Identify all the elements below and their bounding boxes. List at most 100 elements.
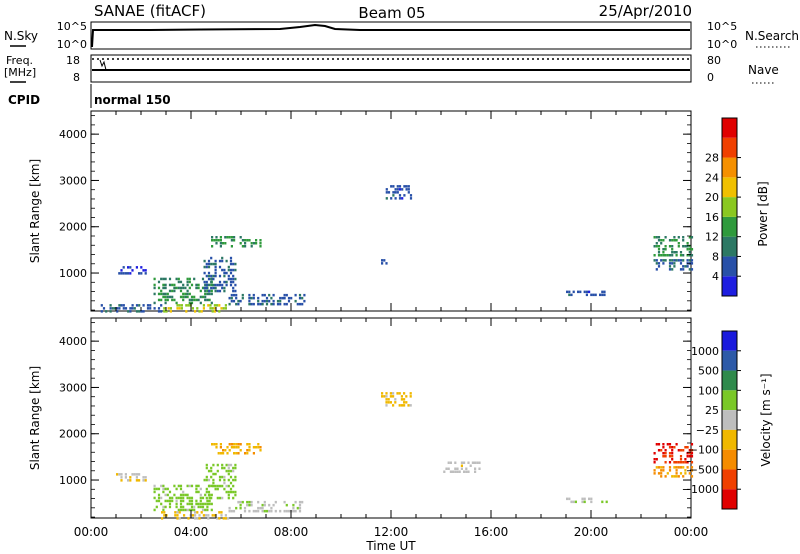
data-region-5 [228, 500, 304, 513]
ytick-label: 4000 [59, 128, 87, 141]
ytick-label: 1000 [59, 267, 87, 280]
data-region-6 [653, 443, 694, 464]
data-region-3 [211, 443, 262, 455]
colorbar-tick-label: 16 [705, 211, 719, 224]
colorbar-tick-label: −100 [689, 444, 719, 457]
colorbar-tick-label: 20 [705, 191, 719, 204]
colorbar-tick-label: −1000 [682, 483, 719, 496]
velocity-axes: 1000 2000 3000 4000 00:00 04:00 08:00 12:00 16:0… [59, 318, 708, 539]
velocity-colorbar: 1000 500 100 25 −25 −100 −500 −1000 Velocity [m… [682, 330, 773, 510]
colorbar-tick-label: 28 [705, 152, 719, 165]
velocity-panel: 1000 2000 3000 4000 00:00 04:00 08:00 12:00 16:0… [28, 317, 708, 553]
data-region-11 [381, 259, 388, 265]
data-region-2 [203, 463, 237, 500]
colorbar-swatch [722, 137, 737, 158]
nsky-trace [91, 23, 690, 48]
freq-panel: Freq. [MHz] 18 8 80 0 Nave [4, 54, 779, 84]
colorbar-swatch [722, 157, 737, 178]
data-region-1 [163, 304, 227, 313]
nave-tick-bottom: 0 [707, 71, 714, 84]
colorbar-swatch [722, 216, 737, 237]
station-title: SANAE (fitACF) [94, 2, 206, 20]
nsearch-label: N.Search [745, 29, 799, 43]
data-region-4 [211, 236, 262, 248]
colorbar-swatch [722, 236, 737, 257]
time-axis-label: Time UT [365, 539, 416, 553]
colorbar-tick-label: 25 [705, 404, 719, 417]
power-marks [100, 185, 694, 313]
nsky-panel: N.Sky 10^5 10^0 10^5 10^0 N.Search [4, 20, 799, 51]
xtick-label: 00:00 [74, 525, 109, 539]
velocity-ylabel: Slant Range [km] [28, 366, 42, 470]
colorbar-swatch [722, 177, 737, 198]
date-title: 25/Apr/2010 [599, 2, 692, 20]
xtick-label: 20:00 [574, 525, 609, 539]
freq-tick-top: 18 [66, 54, 80, 67]
colorbar-tick-label: −25 [696, 424, 719, 437]
data-region-1 [161, 511, 230, 520]
colorbar-tick-label: 8 [712, 250, 719, 263]
freq-label: Freq. [6, 54, 33, 67]
colorbar-tick-label: 12 [705, 231, 719, 244]
colorbar-swatch [722, 449, 737, 470]
ytick-label: 1000 [59, 474, 87, 487]
power-ylabel: Slant Range [km] [28, 159, 42, 263]
colorbar-swatch [722, 256, 737, 277]
data-region-9 [653, 259, 694, 271]
colorbar-swatch [722, 390, 737, 411]
data-region-10 [385, 185, 413, 200]
data-region-10 [566, 497, 608, 504]
data-region-0 [153, 484, 213, 512]
velocity-colorbar-label: Velocity [m s⁻¹] [759, 373, 773, 466]
colorbar-tick-label: 4 [712, 270, 719, 283]
data-region-8 [381, 392, 412, 407]
data-region-9 [443, 461, 481, 473]
power-colorbar-label: Power [dB] [756, 181, 770, 246]
colorbar-tick-label: −500 [689, 463, 719, 476]
data-region-5 [118, 266, 147, 275]
colorbar-swatch [722, 276, 737, 296]
nsearch-tick-top: 10^5 [707, 20, 737, 33]
velocity-marks [116, 392, 694, 520]
freq-tick-bottom: 8 [73, 71, 80, 84]
nsearch-tick-bottom: 10^0 [707, 38, 737, 51]
colorbar-swatch [722, 197, 737, 217]
colorbar-tick-label: 1000 [691, 345, 719, 358]
ytick-label: 4000 [59, 335, 87, 348]
beam-title: Beam 05 [358, 4, 425, 22]
data-region-2 [153, 277, 213, 305]
colorbar-swatch [722, 469, 737, 490]
data-region-3 [203, 256, 237, 293]
xtick-label: 12:00 [374, 525, 409, 539]
data-region-8 [653, 236, 694, 257]
colorbar-tick-label: 24 [705, 171, 719, 184]
data-region-6 [228, 293, 306, 306]
ytick-label: 3000 [59, 174, 87, 187]
colorbar-swatch [722, 331, 737, 351]
xtick-label: 04:00 [174, 525, 209, 539]
power-axes: 1000 2000 3000 4000 [59, 111, 692, 311]
data-region-7 [566, 290, 606, 297]
nave-label: Nave [748, 63, 779, 77]
colorbar-tick-label: 500 [698, 365, 719, 378]
colorbar-tick-label: 100 [698, 384, 719, 397]
cpid-panel: CPID normal 150 [8, 84, 171, 108]
data-region-0 [100, 304, 163, 313]
ytick-label: 3000 [59, 381, 87, 394]
colorbar-swatch [722, 370, 737, 391]
power-panel: 1000 2000 3000 4000 Slant Range [km] [28, 110, 694, 313]
data-region-7 [653, 466, 694, 478]
ytick-label: 2000 [59, 428, 87, 441]
colorbar-swatch [722, 350, 737, 371]
xtick-label: 00:00 [674, 525, 709, 539]
power-colorbar: 4 8 12 16 20 24 28 Power [dB] [705, 117, 770, 297]
nsky-tick-bottom: 10^0 [57, 38, 87, 51]
freq-unit-label: [MHz] [4, 66, 36, 79]
nsky-label: N.Sky [4, 29, 38, 43]
xtick-label: 16:00 [474, 525, 509, 539]
colorbar-swatch [722, 410, 737, 430]
colorbar-swatch [722, 429, 737, 450]
colorbar-swatch [722, 489, 737, 509]
nsky-tick-top: 10^5 [57, 20, 87, 33]
